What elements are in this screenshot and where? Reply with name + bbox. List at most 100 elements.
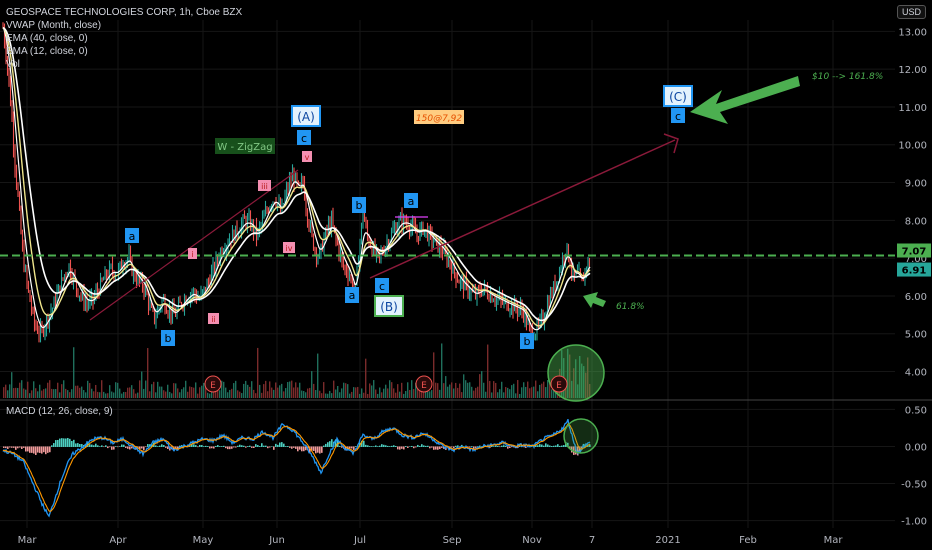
macd-hist-bar — [201, 445, 203, 447]
wave-label: a — [404, 193, 418, 208]
macd-hist-bar — [117, 446, 119, 448]
volume-bar — [399, 391, 401, 398]
price-label: 7.07 — [902, 246, 927, 257]
macd-hist-bar — [439, 446, 441, 450]
volume-bar — [407, 382, 409, 398]
macd-hist-bar — [119, 446, 121, 447]
macd-hist-bar — [33, 446, 35, 454]
volume-bar — [329, 390, 331, 398]
volume-bar — [433, 352, 435, 398]
volume-bar — [395, 392, 397, 398]
target-arrow — [690, 76, 800, 124]
macd-hist-bar — [471, 446, 473, 447]
macd-hist-bar — [567, 442, 569, 447]
earnings-marker[interactable]: E — [204, 375, 222, 393]
macd-hist-bar — [19, 446, 21, 448]
volume-bar — [195, 382, 197, 398]
volume-bar — [237, 390, 239, 398]
volume-bar — [451, 382, 453, 398]
volume-bar — [491, 392, 493, 398]
volume-bar — [83, 390, 85, 398]
macd-hist-bar — [433, 446, 435, 450]
volume-bar — [585, 372, 587, 398]
volume-bar — [387, 388, 389, 398]
macd-axis[interactable]: 0.50 0.00 -0.50 -1.00 — [901, 405, 927, 527]
indicator-ema40[interactable]: EMA (40, close, 0) — [6, 33, 88, 44]
macd-hist-bar — [39, 446, 41, 453]
svg-text:v: v — [305, 153, 310, 162]
price-axis[interactable]: 13.00 12.00 11.00 10.00 9.00 8.00 7.00 6.00 5.00… — [898, 27, 927, 378]
volume-bar — [375, 389, 377, 398]
macd-hist-bar — [291, 446, 293, 449]
macd-hist-bar — [505, 445, 507, 447]
macd-hist-bar — [99, 446, 101, 447]
macd-hist-bar — [327, 442, 329, 447]
volume-bar — [495, 382, 497, 398]
macd-hist-bar — [545, 443, 547, 447]
macd-hist-bar — [321, 446, 323, 453]
volume-bar — [131, 385, 133, 398]
volume-bar — [49, 380, 51, 398]
volume-bar — [275, 382, 277, 398]
volume-bar — [201, 385, 203, 398]
macd-hist-bar — [21, 446, 23, 449]
volume-bar — [301, 390, 303, 398]
volume-bar — [473, 390, 475, 398]
volume-bar — [547, 380, 549, 398]
wave-label: c — [671, 108, 685, 123]
volume-bar — [191, 387, 193, 398]
volume-bar — [305, 392, 307, 398]
macd-hist-bar — [409, 446, 411, 447]
indicator-ema12[interactable]: EMA (12, close, 0) — [6, 46, 88, 57]
currency-button[interactable]: USD — [896, 5, 926, 19]
macd-hist-bar — [23, 446, 25, 448]
macd-hist-bar — [125, 446, 127, 448]
macd-hist-bar — [101, 445, 103, 447]
symbol-title[interactable]: GEOSPACE TECHNOLOGIES CORP, 1h, Cboe BZX — [6, 7, 243, 18]
earnings-label: E — [556, 381, 562, 391]
volume-bar — [75, 385, 77, 398]
y-tick-label: 12.00 — [898, 65, 927, 76]
volume-bar — [287, 382, 289, 398]
price-label-box — [897, 243, 931, 258]
time-axis[interactable]: Mar Apr May Jun Jul Sep Nov 7 2021 Feb Mar — [18, 535, 844, 546]
macd-hist-bar — [107, 446, 109, 449]
volume-bar — [111, 391, 113, 398]
volume-bar — [577, 384, 579, 398]
signal-line — [2, 423, 591, 513]
macd-hist-bar — [319, 446, 321, 454]
y-tick-label: 9.00 — [905, 179, 927, 190]
volume-bar — [515, 393, 517, 398]
svg-text:c: c — [301, 132, 307, 145]
macd-hist-bar — [277, 444, 279, 447]
macd-hist-bar — [287, 446, 289, 447]
macd-hist-bar — [303, 446, 305, 452]
macd-hist-bar — [257, 445, 259, 447]
macd-hist-bar — [263, 445, 265, 447]
earnings-marker[interactable]: E — [415, 375, 433, 393]
volume-bar — [31, 390, 33, 398]
volume-bar — [183, 387, 185, 398]
volume-bar — [571, 380, 573, 398]
volume-bar — [261, 392, 263, 398]
volume-bar — [485, 391, 487, 398]
volume-bar — [385, 384, 387, 398]
macd-hist-bar — [371, 446, 373, 447]
volume-bar — [545, 387, 547, 398]
y-tick-label: 5.00 — [905, 330, 927, 341]
volume-bar — [471, 386, 473, 398]
earnings-marker[interactable]: E — [550, 375, 568, 393]
earnings-label: E — [210, 381, 216, 391]
macd-hist-bar — [217, 445, 219, 447]
macd-hist-bar — [389, 446, 391, 447]
indicator-vwap[interactable]: VWAP (Month, close) — [6, 20, 102, 31]
volume-bar — [197, 393, 199, 398]
macd-indicator-label[interactable]: MACD (12, 26, close, 9) — [6, 406, 113, 417]
macd-hist-bar — [331, 439, 333, 447]
volume-bar — [39, 384, 41, 398]
volume-bar — [325, 393, 327, 398]
indicator-volume[interactable]: Vol — [6, 59, 20, 70]
volume-bar — [303, 391, 305, 398]
volume-bar — [431, 390, 433, 398]
